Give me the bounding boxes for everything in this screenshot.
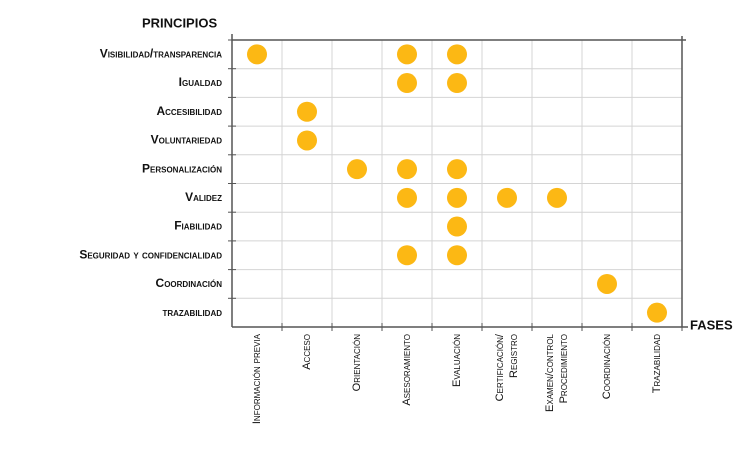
row-label: Voluntariedad — [151, 133, 223, 147]
dot — [347, 159, 367, 180]
column-label: Asesoramiento — [401, 334, 413, 406]
dot — [447, 73, 467, 94]
x-title: FASES — [690, 317, 733, 332]
dot — [647, 302, 667, 323]
dot — [247, 44, 267, 65]
dot — [497, 187, 517, 208]
row-label: Igualdad — [179, 75, 223, 89]
dot — [397, 44, 417, 65]
column-label: Trazabilidad — [651, 334, 663, 393]
dot — [397, 187, 417, 208]
column-label: Procedimiento — [558, 334, 570, 403]
dot — [397, 73, 417, 94]
dot — [397, 245, 417, 266]
row-label: Visibilidad/transparencia — [100, 47, 223, 61]
dot — [547, 187, 567, 208]
row-label: Personalización — [142, 161, 222, 175]
column-label: Coordinación — [601, 334, 613, 400]
row-label: Seguridad y confidencialidad — [79, 247, 222, 261]
column-label: Examen/control — [544, 333, 556, 412]
row-label: Validez — [185, 190, 222, 204]
column-label: Acceso — [301, 334, 313, 370]
dot — [297, 101, 317, 122]
dot — [447, 187, 467, 208]
dot — [597, 273, 617, 294]
dot — [447, 245, 467, 266]
column-label: Evaluación — [451, 334, 463, 387]
column-label: Certificación/ — [494, 333, 506, 401]
row-label: trazabilidad — [162, 305, 222, 319]
column-label: Registro — [508, 334, 520, 378]
row-label: Coordinación — [156, 276, 223, 290]
row-label: Fiabilidad — [174, 219, 222, 233]
dot — [297, 130, 317, 151]
column-label: Información previa — [251, 333, 263, 424]
dot — [447, 44, 467, 65]
dot — [447, 159, 467, 180]
row-label: Accesibilidad — [156, 104, 222, 118]
y-title: PRINCIPIOS — [142, 15, 217, 30]
dot — [447, 216, 467, 237]
dot — [397, 159, 417, 180]
column-label: Orientación — [351, 334, 363, 392]
